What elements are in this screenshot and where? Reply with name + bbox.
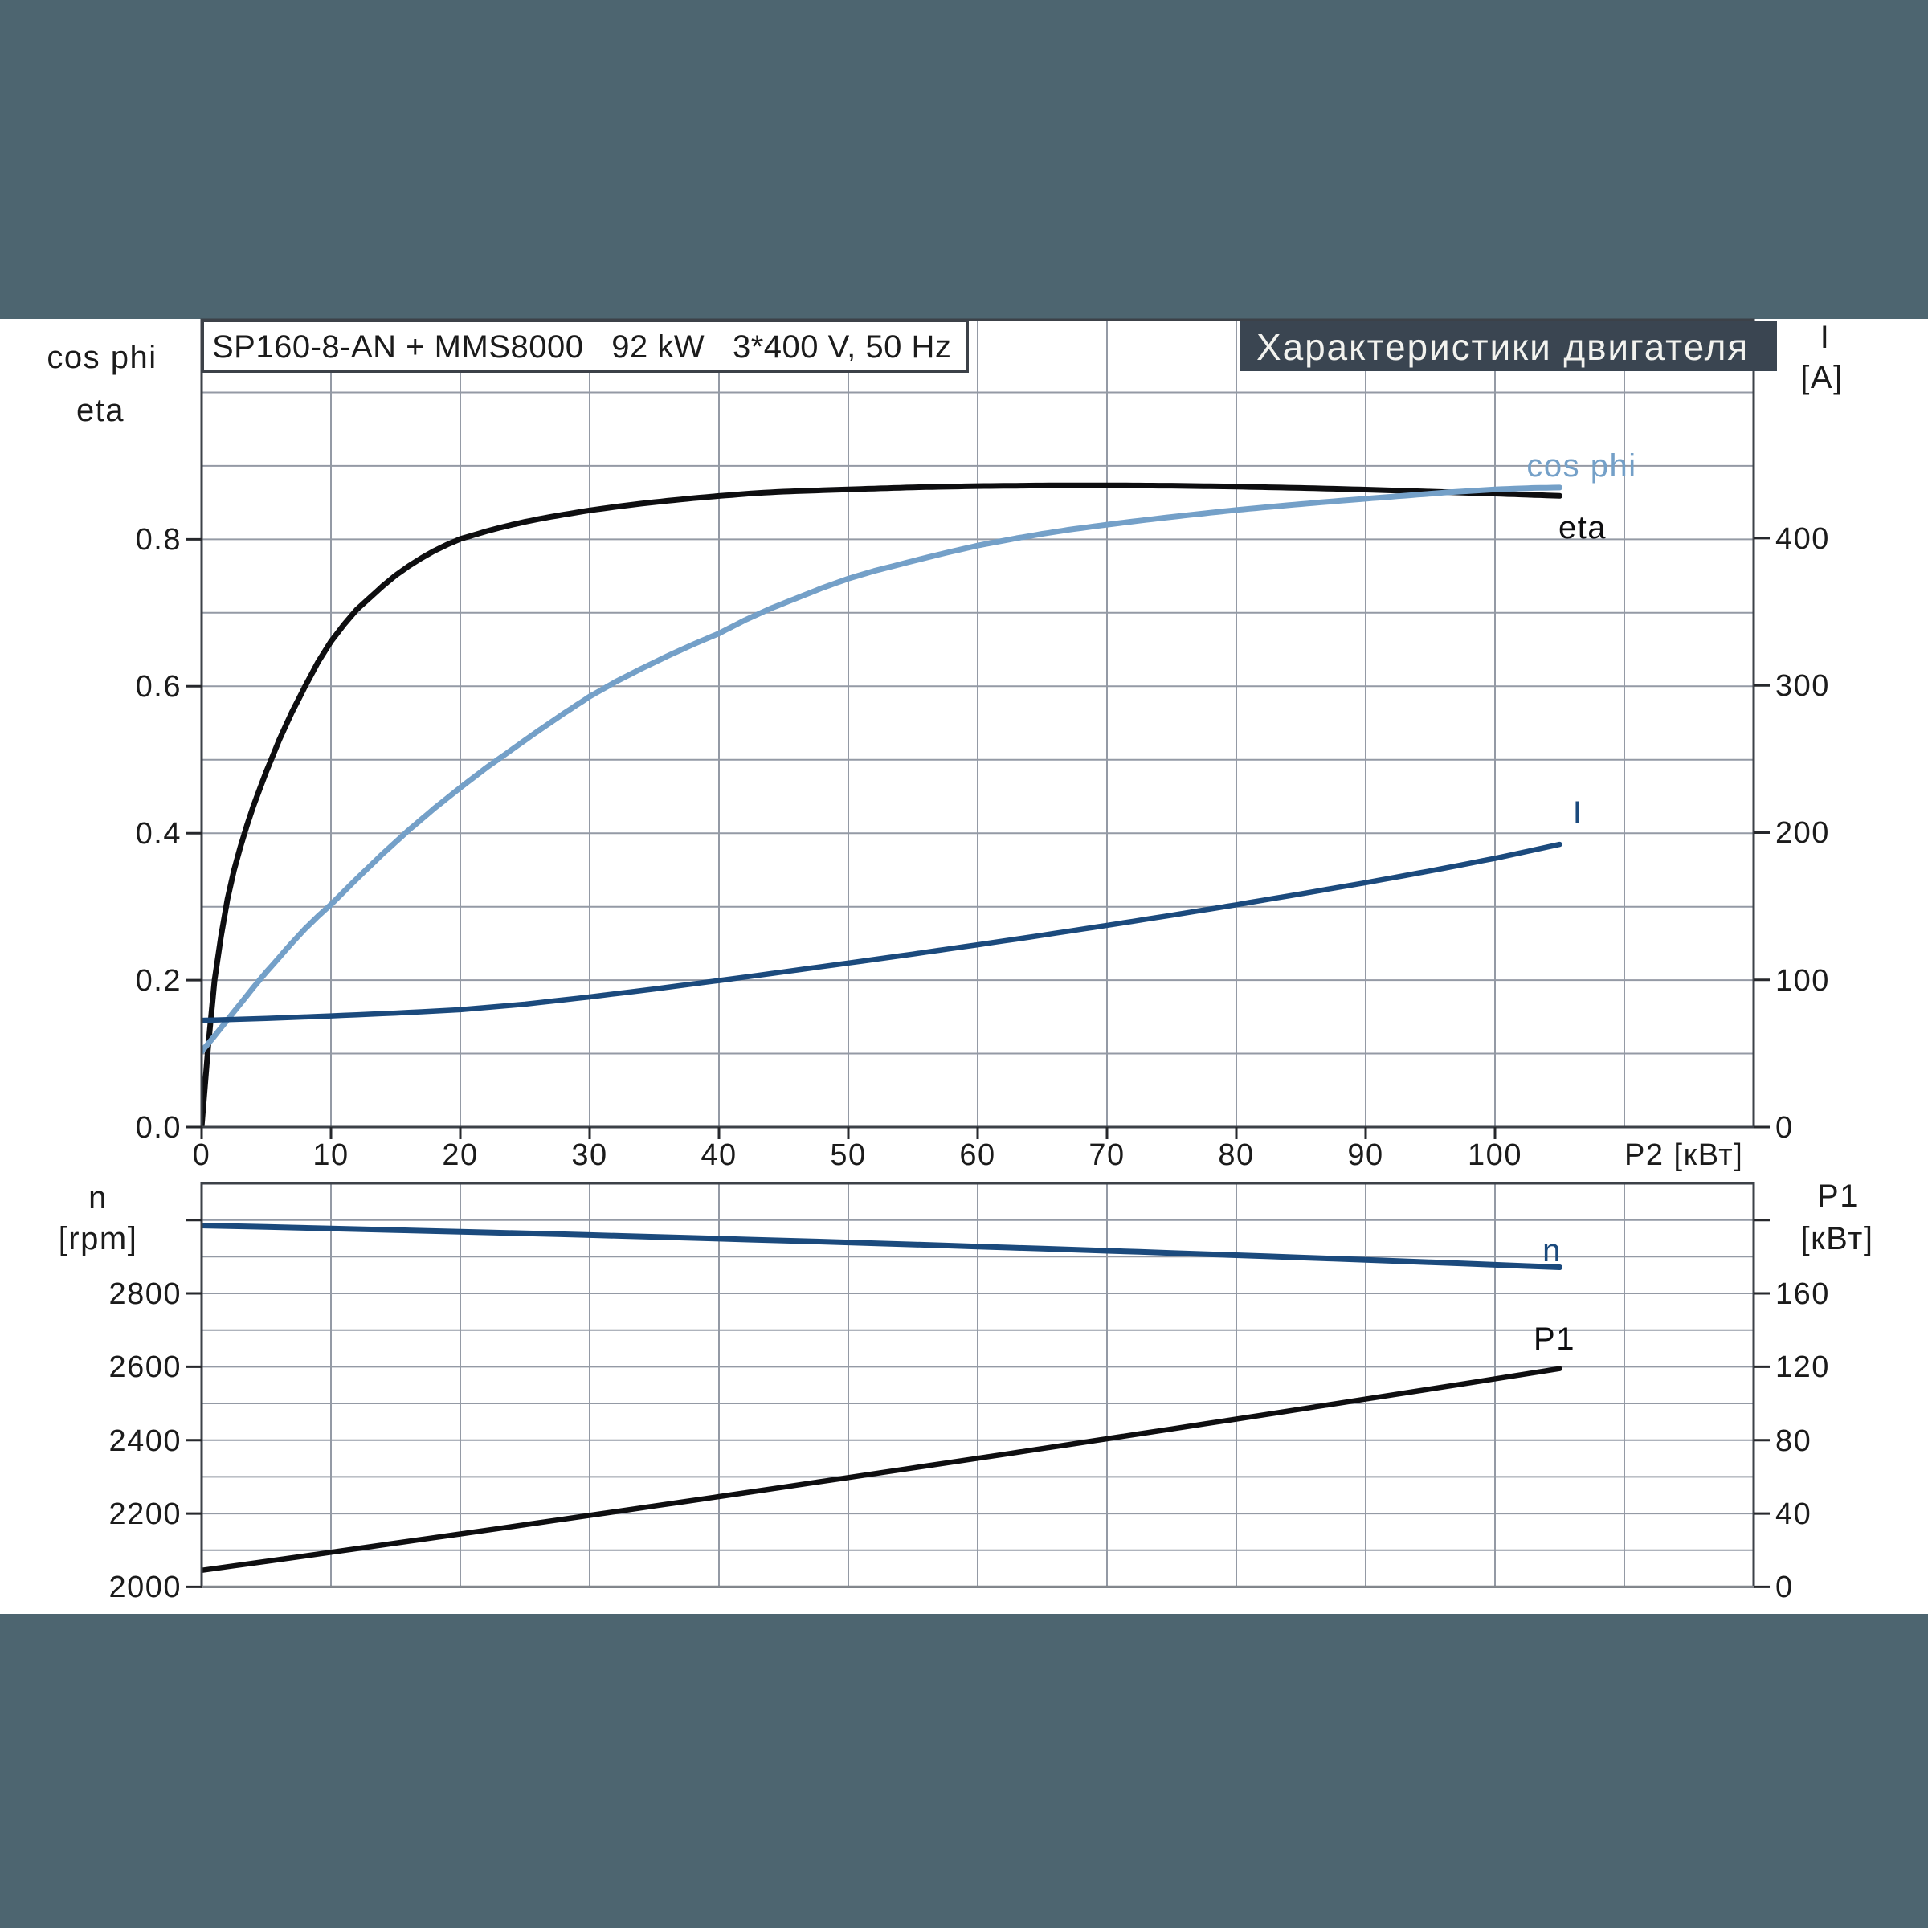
svg-text:300: 300 <box>1775 669 1830 703</box>
svg-text:I: I <box>1820 320 1831 355</box>
svg-text:20: 20 <box>442 1138 478 1172</box>
svg-text:0.6: 0.6 <box>136 670 182 704</box>
svg-text:2200: 2200 <box>108 1497 182 1531</box>
svg-text:[A]: [A] <box>1800 360 1843 395</box>
svg-text:2600: 2600 <box>108 1350 182 1384</box>
svg-text:160: 160 <box>1775 1277 1830 1311</box>
svg-text:90: 90 <box>1347 1138 1383 1172</box>
svg-text:80: 80 <box>1218 1138 1254 1172</box>
svg-text:0: 0 <box>1775 1111 1794 1145</box>
svg-text:60: 60 <box>959 1138 995 1172</box>
svg-text:SP160-8-AN + MMS8000 92 kW: SP160-8-AN + MMS8000 92 kW 3*400 V, 50 H… <box>212 329 951 365</box>
svg-text:0: 0 <box>193 1138 211 1172</box>
svg-text:120: 120 <box>1775 1350 1830 1384</box>
svg-text:cos phi: cos phi <box>1526 448 1636 484</box>
svg-text:eta: eta <box>1558 510 1607 545</box>
svg-text:0.2: 0.2 <box>136 964 182 998</box>
svg-text:n: n <box>1542 1233 1562 1268</box>
svg-text:n: n <box>88 1180 108 1215</box>
svg-text:cos phi: cos phi <box>47 340 157 375</box>
svg-text:400: 400 <box>1775 522 1830 556</box>
svg-text:P1: P1 <box>1534 1321 1575 1357</box>
svg-text:50: 50 <box>830 1138 866 1172</box>
svg-text:Характеристики двигателя: Характеристики двигателя <box>1256 326 1749 368</box>
svg-text:200: 200 <box>1775 816 1830 850</box>
svg-text:0.4: 0.4 <box>136 817 182 851</box>
svg-text:2800: 2800 <box>108 1277 182 1311</box>
svg-text:40: 40 <box>1775 1497 1812 1531</box>
svg-text:80: 80 <box>1775 1424 1812 1458</box>
svg-text:0.8: 0.8 <box>136 523 182 557</box>
svg-text:eta: eta <box>76 393 125 428</box>
svg-text:30: 30 <box>571 1138 607 1172</box>
svg-text:P2 [кВт]: P2 [кВт] <box>1624 1138 1743 1172</box>
svg-text:10: 10 <box>312 1138 349 1172</box>
svg-text:2400: 2400 <box>108 1424 182 1458</box>
svg-text:100: 100 <box>1468 1138 1522 1172</box>
svg-text:100: 100 <box>1775 964 1830 998</box>
svg-text:70: 70 <box>1089 1138 1125 1172</box>
svg-text:0: 0 <box>1775 1571 1794 1604</box>
svg-text:I: I <box>1573 795 1583 831</box>
svg-text:[rpm]: [rpm] <box>59 1221 138 1256</box>
svg-text:40: 40 <box>701 1138 737 1172</box>
svg-text:P1: P1 <box>1817 1178 1859 1214</box>
svg-text:0.0: 0.0 <box>136 1111 182 1145</box>
svg-text:[кВт]: [кВт] <box>1801 1221 1874 1256</box>
svg-text:2000: 2000 <box>108 1571 182 1604</box>
